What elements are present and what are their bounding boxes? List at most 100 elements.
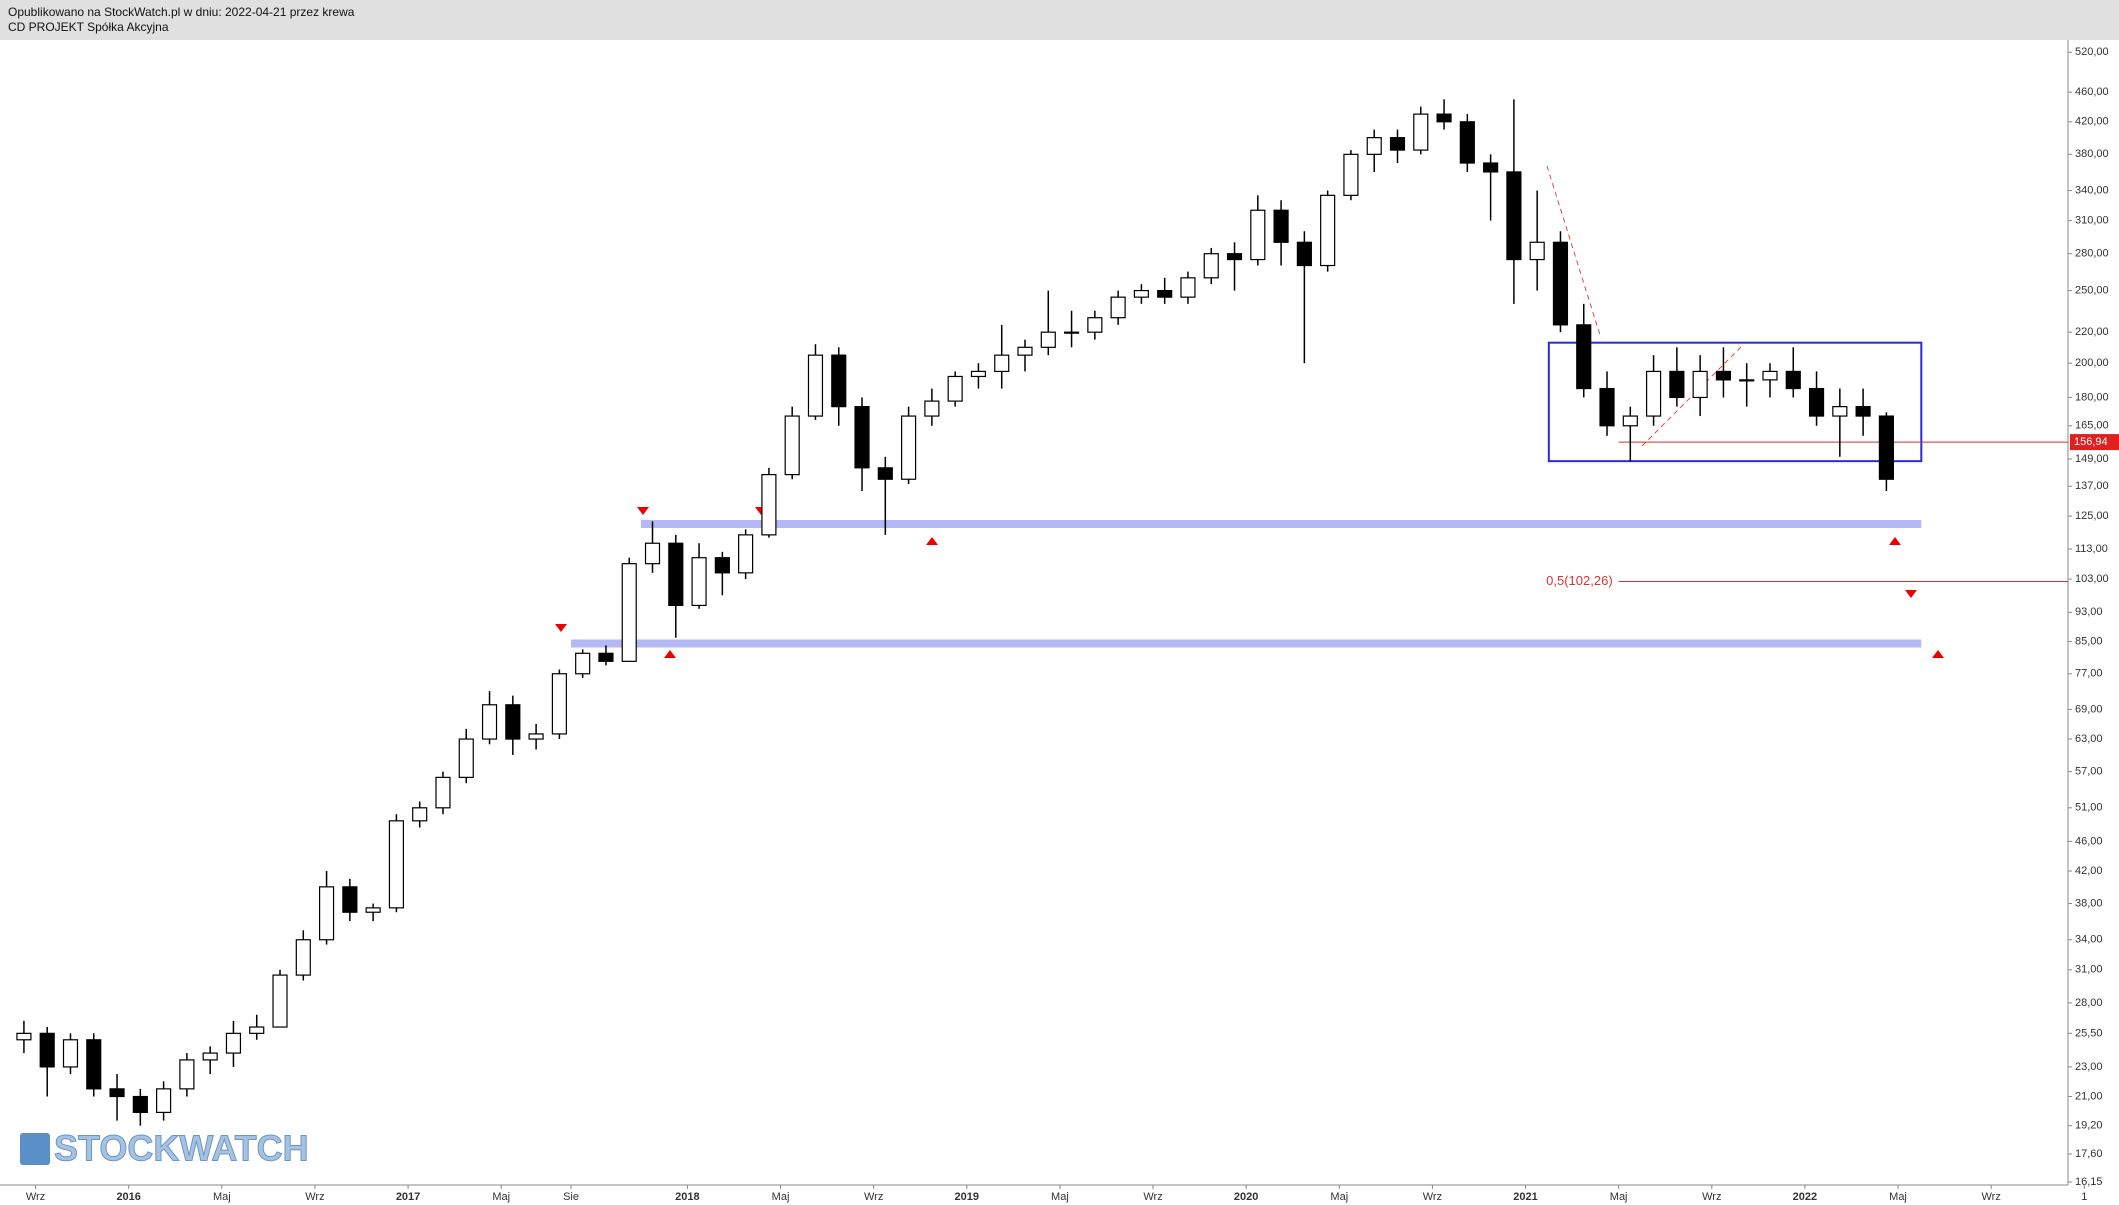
y-tick-label: 93,00 xyxy=(2075,606,2103,618)
markers xyxy=(555,165,1944,658)
range-box xyxy=(1547,341,1923,463)
x-tick-label: 2022 xyxy=(1793,1191,1817,1203)
candle-body xyxy=(1739,379,1755,382)
candle-body xyxy=(1483,162,1499,173)
x-tick-label: 2017 xyxy=(396,1191,420,1203)
candle-body xyxy=(342,886,358,913)
y-tick-label: 85,00 xyxy=(2075,636,2103,648)
candle-body xyxy=(1878,415,1894,480)
y-tick-label: 280,00 xyxy=(2075,248,2109,260)
y-tick-label: 180,00 xyxy=(2075,391,2109,403)
y-tick-label: 16,15 xyxy=(2075,1176,2103,1188)
candle-body xyxy=(1320,194,1336,267)
candle-body xyxy=(365,907,381,913)
watermark-text: STOCKWATCH xyxy=(54,1128,309,1169)
candle-body xyxy=(1180,277,1196,298)
header-company: CD PROJEKT Spółka Akcyjna xyxy=(8,20,169,34)
candle-body xyxy=(901,415,917,480)
x-tick-label: Maj xyxy=(1330,1191,1348,1203)
marker-down xyxy=(555,624,567,632)
candle-body xyxy=(1250,209,1266,261)
x-tick-label: Maj xyxy=(1889,1191,1907,1203)
x-tick-label: 2016 xyxy=(116,1191,140,1203)
candle-body xyxy=(1552,241,1569,326)
candle-body xyxy=(1832,406,1848,417)
candle-body xyxy=(947,375,963,402)
header-published: Opublikowano na StockWatch.pl w dniu: 20… xyxy=(8,5,355,19)
y-tick-label: 17,60 xyxy=(2075,1148,2103,1160)
x-tick-label: 2019 xyxy=(955,1191,979,1203)
candle-body xyxy=(807,354,824,417)
overlays: 0,5(102,26) xyxy=(571,341,2068,648)
candle-body xyxy=(877,467,893,480)
support-band xyxy=(571,639,1922,648)
marker-up xyxy=(1889,537,1901,545)
candle-body xyxy=(1157,289,1173,298)
candle-body xyxy=(1715,370,1732,381)
x-tick-label: Wrz xyxy=(1981,1191,2000,1203)
y-tick-label: 19,20 xyxy=(2075,1120,2103,1132)
y-tick-label: 38,00 xyxy=(2075,897,2103,909)
candles xyxy=(16,99,1894,1126)
candle-body xyxy=(1296,241,1312,267)
trend-line xyxy=(1546,165,1602,339)
candle-body xyxy=(225,1032,242,1054)
y-tick-label: 149,00 xyxy=(2075,453,2109,465)
x-tick-label: Wrz xyxy=(864,1191,883,1203)
x-tick-label: Wrz xyxy=(1143,1191,1162,1203)
candle-body xyxy=(1203,253,1219,279)
candle-body xyxy=(598,652,614,662)
candle-body xyxy=(621,563,637,662)
candle-body xyxy=(1855,406,1871,417)
fib-label: 0,5(102,26) xyxy=(1546,573,1613,588)
y-tick-label: 69,00 xyxy=(2075,703,2103,715)
candle-body xyxy=(1226,253,1243,261)
candle-body xyxy=(62,1039,79,1068)
candle-body xyxy=(318,886,335,941)
candle-body xyxy=(1529,241,1545,261)
candle-body xyxy=(249,1026,265,1034)
candle-body xyxy=(575,652,591,675)
x-tick-label: Wrz xyxy=(1702,1191,1721,1203)
candle-body xyxy=(1389,137,1406,151)
y-tick-label: 460,00 xyxy=(2075,86,2109,98)
candle-body xyxy=(994,354,1010,373)
x-tick-label: Maj xyxy=(772,1191,790,1203)
candle-body xyxy=(1366,137,1382,155)
y-tick-label: 137,00 xyxy=(2075,480,2109,492)
x-tick-label: Wrz xyxy=(26,1191,45,1203)
candle-body xyxy=(1645,370,1662,417)
candle-body xyxy=(1622,415,1638,427)
support-band xyxy=(640,520,1922,529)
candle-body xyxy=(295,939,311,976)
trend-line xyxy=(1641,344,1744,447)
candle-body xyxy=(1087,317,1103,333)
candle-body xyxy=(1343,153,1359,196)
y-tick-label: 31,00 xyxy=(2075,964,2103,976)
x-tick-label: Maj xyxy=(1610,1191,1628,1203)
candle-body xyxy=(691,557,707,607)
candle-body xyxy=(16,1032,32,1041)
candle-body xyxy=(132,1095,148,1113)
candle-body xyxy=(1669,370,1685,399)
candle-body xyxy=(668,542,684,607)
x-tick-label: 1 xyxy=(2081,1191,2087,1203)
candle-body xyxy=(528,733,544,740)
candle-body xyxy=(388,820,404,909)
header-bar xyxy=(0,0,2119,40)
marker-down xyxy=(1905,590,1917,598)
x-tick-label: Maj xyxy=(213,1191,231,1203)
y-tick-label: 125,00 xyxy=(2075,510,2109,522)
y-tick-label: 165,00 xyxy=(2075,420,2109,432)
candle-body xyxy=(179,1059,195,1090)
y-tick-label: 51,00 xyxy=(2075,802,2103,814)
x-tick-label: 2020 xyxy=(1234,1191,1258,1203)
candle-body xyxy=(412,807,428,822)
candle-body xyxy=(1599,387,1615,427)
candle-body xyxy=(1785,370,1801,390)
candle-body xyxy=(272,974,288,1028)
x-tick-label: Maj xyxy=(1051,1191,1069,1203)
x-tick-label: 2018 xyxy=(675,1191,699,1203)
candle-body xyxy=(551,673,567,735)
